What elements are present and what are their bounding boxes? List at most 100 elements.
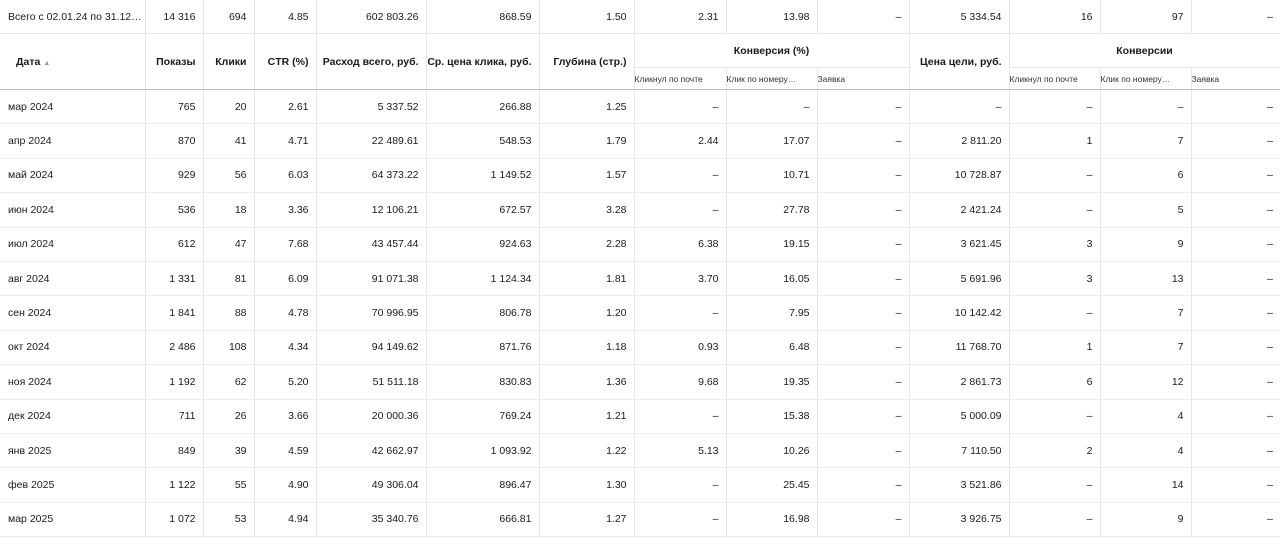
cell-shows: 1 331: [144, 261, 203, 297]
cell-conv-pct-request: –: [816, 192, 909, 228]
subheader-row: Кликнул по почте Клик по номеру… Заявка …: [0, 67, 1280, 90]
cell-cpc: 1 093.92: [425, 433, 539, 469]
cell-clicks: 47: [202, 227, 254, 262]
table-row: авг 2024 1 331 81 6.09 91 071.38 1 124.34 1.81…: [0, 261, 1280, 297]
cell-cpc: 266.88: [425, 89, 539, 125]
cell-conv-pct-phone: –: [725, 89, 817, 125]
subheader-conv-request[interactable]: Заявка: [1190, 67, 1280, 90]
cell-conv-pct-request: –: [816, 467, 909, 503]
cell-goal-price: 2 421.24: [908, 192, 1009, 228]
sort-ascending-icon[interactable]: ▲: [43, 59, 51, 67]
total-conv-email: 16: [1008, 0, 1100, 34]
row-date: окт 2024: [0, 330, 145, 366]
cell-conv-email: –: [1008, 89, 1100, 125]
cell-shows: 1 841: [144, 295, 203, 331]
cell-conv-pct-phone: 10.71: [725, 158, 817, 194]
cell-shows: 870: [144, 123, 203, 159]
total-conv-phone: 97: [1099, 0, 1191, 34]
cell-cpc: 830.83: [425, 364, 539, 400]
column-header-cpc[interactable]: Ср. цена клика, руб.: [425, 33, 539, 90]
cell-goal-price: 3 621.45: [908, 227, 1009, 262]
column-header-goal-price[interactable]: Цена цели, руб.: [908, 33, 1009, 90]
column-header-spend[interactable]: Расход всего, руб.: [315, 33, 426, 90]
column-header-depth[interactable]: Глубина (стр.): [538, 33, 634, 90]
cell-conv-pct-request: –: [816, 89, 909, 125]
cell-conv-pct-phone: 19.15: [725, 227, 817, 262]
cell-conv-pct-email: –: [633, 399, 726, 434]
total-depth: 1.50: [538, 0, 634, 34]
row-date: мар 2025: [0, 502, 145, 538]
table-row: ноя 2024 1 192 62 5.20 51 511.18 830.83 1.36 9.…: [0, 364, 1280, 400]
cell-clicks: 62: [202, 364, 254, 400]
cell-clicks: 26: [202, 399, 254, 434]
row-date: фев 2025: [0, 467, 145, 503]
cell-ctr: 4.78: [253, 295, 316, 331]
cell-ctr: 4.34: [253, 330, 316, 366]
cell-conv-pct-phone: 6.48: [725, 330, 817, 366]
cell-spend: 49 306.04: [315, 467, 426, 503]
cell-cpc: 666.81: [425, 502, 539, 538]
cell-goal-price: 3 926.75: [908, 502, 1009, 538]
row-date: янв 2025: [0, 433, 145, 469]
cell-conv-email: –: [1008, 502, 1100, 538]
cell-depth: 1.27: [538, 502, 634, 538]
cell-conv-phone: 9: [1099, 502, 1191, 538]
cell-ctr: 5.20: [253, 364, 316, 400]
table-row: сен 2024 1 841 88 4.78 70 996.95 806.78 1.20–7…: [0, 295, 1280, 331]
cell-ctr: 7.68: [253, 227, 316, 262]
cell-conv-email: –: [1008, 192, 1100, 228]
cell-clicks: 39: [202, 433, 254, 469]
cell-conv-email: 3: [1008, 261, 1100, 297]
column-header-clicks[interactable]: Клики: [202, 33, 254, 90]
subheader-conv-email[interactable]: Кликнул по почте: [1008, 67, 1100, 90]
cell-spend: 51 511.18: [315, 364, 426, 400]
total-conv-request: –: [1190, 0, 1280, 34]
cell-clicks: 53: [202, 502, 254, 538]
cell-shows: 536: [144, 192, 203, 228]
cell-ctr: 3.36: [253, 192, 316, 228]
cell-conv-pct-request: –: [816, 433, 909, 469]
total-conv-pct-request: –: [816, 0, 909, 34]
cell-depth: 1.20: [538, 295, 634, 331]
column-group-conversions: Конверсии: [1008, 33, 1280, 68]
cell-depth: 3.28: [538, 192, 634, 228]
cell-ctr: 6.09: [253, 261, 316, 297]
cell-depth: 1.25: [538, 89, 634, 125]
cell-conv-request: –: [1190, 330, 1280, 366]
cell-depth: 1.36: [538, 364, 634, 400]
cell-conv-phone: 7: [1099, 123, 1191, 159]
column-header-date[interactable]: Дата ▲: [0, 33, 145, 90]
cell-conv-request: –: [1190, 467, 1280, 503]
cell-clicks: 55: [202, 467, 254, 503]
cell-depth: 1.21: [538, 399, 634, 434]
cell-conv-pct-phone: 15.38: [725, 399, 817, 434]
cell-conv-email: –: [1008, 467, 1100, 503]
cell-cpc: 769.24: [425, 399, 539, 434]
cell-conv-pct-request: –: [816, 364, 909, 400]
cell-shows: 765: [144, 89, 203, 125]
subheader-conv-phone[interactable]: Клик по номеру…: [1099, 67, 1191, 90]
cell-conv-pct-request: –: [816, 295, 909, 331]
cell-conv-pct-email: –: [633, 158, 726, 194]
cell-conv-pct-email: 6.38: [633, 227, 726, 262]
cell-conv-pct-phone: 16.05: [725, 261, 817, 297]
cell-conv-pct-phone: 10.26: [725, 433, 817, 469]
subheader-conv-pct-phone[interactable]: Клик по номеру…: [725, 67, 817, 90]
cell-shows: 2 486: [144, 330, 203, 366]
cell-depth: 2.28: [538, 227, 634, 262]
cell-conv-email: –: [1008, 295, 1100, 331]
column-header-shows[interactable]: Показы: [144, 33, 203, 90]
cell-cpc: 896.47: [425, 467, 539, 503]
row-date: апр 2024: [0, 123, 145, 159]
cell-clicks: 56: [202, 158, 254, 194]
cell-conv-phone: 4: [1099, 399, 1191, 434]
cell-conv-email: –: [1008, 158, 1100, 194]
total-ctr: 4.85: [253, 0, 316, 34]
column-header-ctr[interactable]: CTR (%): [253, 33, 316, 90]
table-row: мар 2025 1 072 53 4.94 35 340.76 666.81 1.27–1…: [0, 502, 1280, 538]
cell-conv-pct-email: –: [633, 467, 726, 503]
subheader-conv-pct-request[interactable]: Заявка: [816, 67, 909, 90]
cell-conv-request: –: [1190, 158, 1280, 194]
subheader-conv-pct-email[interactable]: Кликнул по почте: [633, 67, 726, 90]
cell-ctr: 3.66: [253, 399, 316, 434]
